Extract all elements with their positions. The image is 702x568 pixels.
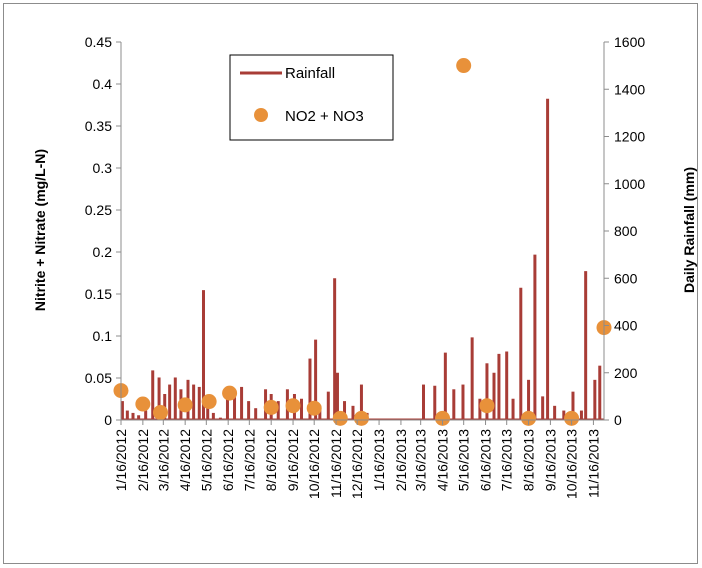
right-tick-label: 0	[614, 412, 622, 428]
no2-no3-point	[152, 404, 168, 420]
x-tick-label: 9/16/2013	[542, 429, 558, 491]
no2-no3-series	[113, 58, 612, 426]
no2-no3-point	[263, 399, 279, 415]
left-tick-label: 0.3	[93, 160, 113, 176]
left-axis-title: Nitrite + Nitrate (mg/L-N)	[32, 149, 48, 311]
no2-no3-point	[456, 58, 472, 74]
x-tick-label: 8/16/2013	[521, 429, 537, 491]
x-tick-label: 8/16/2012	[263, 429, 279, 491]
x-tick-label: 6/16/2012	[220, 429, 236, 491]
left-tick-label: 0.2	[93, 244, 113, 260]
x-tick-label: 7/16/2012	[241, 429, 257, 491]
x-tick-label: 2/16/2013	[393, 429, 409, 491]
left-tick-label: 0.45	[85, 34, 112, 50]
legend-no2-no3-swatch	[254, 108, 268, 122]
left-tick-label: 0.05	[85, 370, 112, 386]
x-tick-label: 10/16/2012	[306, 429, 322, 499]
x-tick-label: 6/16/2013	[478, 429, 494, 491]
left-axis-ticks: 0 0.05 0.1 0.15 0.2 0.25 0.3 0.35 0.4 0.45	[85, 34, 121, 428]
x-tick-label: 11/16/2012	[328, 429, 344, 498]
x-tick-label: 10/16/2013	[564, 429, 580, 499]
no2-no3-point	[177, 397, 193, 413]
no2-no3-point	[479, 398, 495, 414]
x-tick-label: 4/16/2012	[177, 429, 193, 491]
x-tick-label: 11/16/2013	[585, 429, 601, 498]
x-tick-label: 2/16/2012	[135, 429, 151, 491]
right-tick-label: 1000	[614, 176, 645, 192]
no2-no3-point	[285, 398, 301, 414]
right-axis-title: Daily Rainfall (mm)	[681, 167, 697, 293]
no2-no3-point	[135, 396, 151, 412]
no2-no3-point	[521, 410, 537, 426]
left-tick-label: 0	[104, 412, 112, 428]
no2-no3-point	[306, 400, 322, 416]
left-tick-label: 0.25	[85, 202, 112, 218]
x-tick-label: 4/16/2013	[435, 429, 451, 491]
no2-no3-point	[353, 410, 369, 426]
x-tick-label: 5/16/2012	[198, 429, 214, 491]
x-tick-label: 12/16/2012	[349, 429, 365, 499]
x-tick-label: 5/16/2013	[456, 429, 472, 491]
rainfall-series	[120, 98, 604, 421]
left-tick-label: 0.1	[93, 328, 113, 344]
right-tick-label: 1400	[614, 81, 645, 97]
no2-no3-point	[435, 410, 451, 426]
right-tick-label: 800	[614, 223, 638, 239]
x-tick-label: 7/16/2013	[499, 429, 515, 491]
left-tick-label: 0.4	[93, 76, 113, 92]
right-tick-label: 600	[614, 270, 638, 286]
no2-no3-point	[201, 394, 217, 410]
right-tick-label: 1200	[614, 129, 645, 145]
x-tick-label: 3/16/2012	[155, 429, 171, 491]
x-axis-ticks: 1/16/2012 2/16/2012 3/16/2012 4/16/2012 5/16…	[113, 420, 601, 499]
right-tick-label: 400	[614, 318, 638, 334]
legend-no2-no3-label: NO2 + NO3	[285, 108, 364, 125]
left-tick-label: 0.15	[85, 286, 112, 302]
legend-rainfall-label: Rainfall	[285, 65, 335, 82]
legend: Rainfall NO2 + NO3	[229, 54, 394, 141]
right-tick-label: 200	[614, 365, 638, 381]
right-axis-ticks: 0 200 400 600 800 1000 1200 1400 1600	[604, 34, 645, 428]
x-tick-label: 1/16/2012	[113, 429, 129, 491]
left-tick-label: 0.35	[85, 118, 112, 134]
no2-no3-point	[564, 410, 580, 426]
no2-no3-point	[332, 410, 348, 426]
no2-no3-point	[222, 385, 238, 401]
x-tick-label: 9/16/2012	[285, 429, 301, 491]
x-tick-label: 3/16/2013	[413, 429, 429, 491]
right-tick-label: 1600	[614, 34, 645, 50]
legend-box	[229, 54, 394, 141]
x-tick-label: 1/16/2013	[371, 429, 387, 491]
